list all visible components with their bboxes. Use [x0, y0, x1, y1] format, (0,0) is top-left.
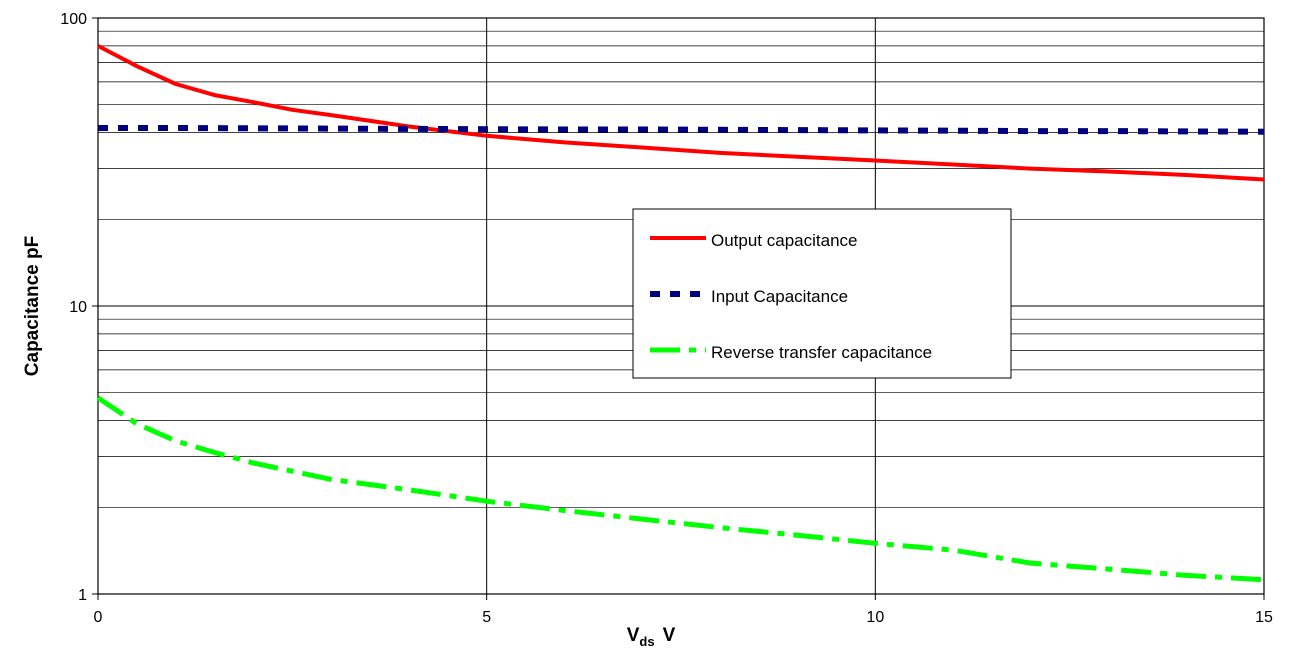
legend-label-reverse: Reverse transfer capacitance: [711, 343, 932, 362]
series-layer: [96, 44, 1265, 583]
x-tick-label: 5: [482, 609, 491, 626]
y-tick-label: 1: [78, 587, 87, 604]
series-line-0: [97, 44, 1265, 182]
x-axis-title: Vds V: [627, 625, 676, 649]
legend-label-input: Input Capacitance: [711, 287, 848, 306]
x-tick-label: 10: [866, 609, 884, 626]
x-axis-title-main: V: [627, 625, 640, 646]
series-line-1: [98, 125, 1265, 135]
x-tick-label: 15: [1255, 609, 1273, 626]
y-tick-label: 10: [69, 299, 87, 316]
y-tick-label: 100: [60, 11, 87, 28]
x-axis-title-unit: V: [663, 625, 676, 646]
x-axis-title-subscript: ds: [639, 634, 654, 649]
legend: Output capacitance Input Capacitance Rev…: [632, 208, 1012, 379]
legend-label-output: Output capacitance: [711, 231, 857, 250]
x-tick-label: 0: [94, 609, 103, 626]
series-line-2: [96, 395, 1265, 583]
y-axis-title: Capacitance pF: [22, 236, 43, 376]
tick-labels: 0 5 10 15 1 10 100: [60, 11, 1273, 626]
